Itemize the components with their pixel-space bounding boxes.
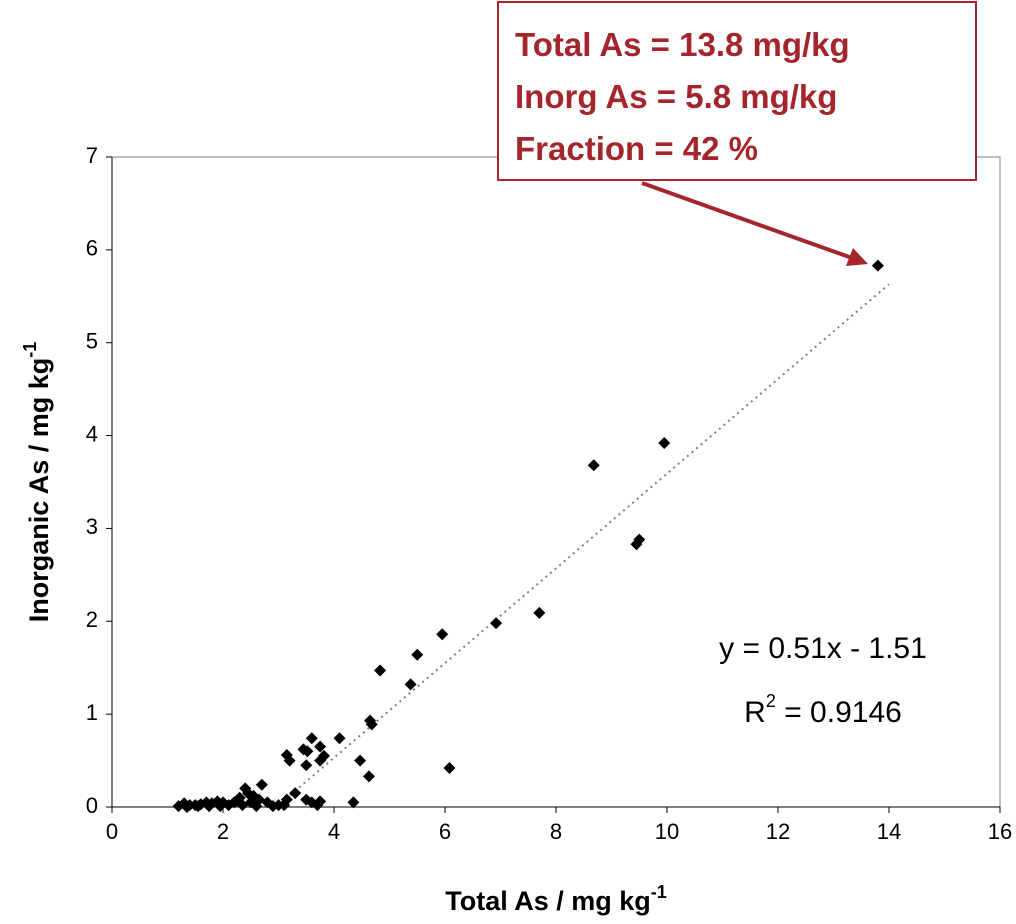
y-tick-label: 7 — [86, 143, 98, 168]
r2-symbol: R — [744, 696, 766, 729]
point — [333, 732, 346, 745]
point — [347, 796, 360, 809]
annotation-arrowhead — [846, 248, 868, 266]
x-axis-title-text: Total As / mg kg — [445, 886, 651, 916]
x-tick-label: 4 — [328, 819, 340, 844]
y-axis-title-text: Inorganic As / mg kg — [24, 358, 54, 623]
point — [443, 762, 456, 774]
point — [404, 678, 417, 691]
x-tick-label: 2 — [217, 819, 229, 844]
point — [311, 799, 324, 812]
point — [305, 732, 318, 745]
x-tick-label: 8 — [550, 819, 562, 844]
point — [871, 259, 884, 272]
point — [230, 794, 243, 807]
point — [203, 800, 216, 813]
trendline — [275, 283, 890, 808]
annotation-line: Inorg As = 5.8 mg/kg — [515, 78, 837, 115]
point — [658, 437, 671, 449]
x-tick-label: 6 — [439, 819, 451, 844]
point — [172, 800, 185, 813]
x-tick-label: 16 — [988, 819, 1012, 844]
point — [283, 754, 296, 767]
x-tick-label: 12 — [766, 819, 790, 844]
point — [630, 538, 643, 551]
y-tick-label: 1 — [86, 700, 98, 725]
x-axis-title-sup: -1 — [651, 882, 667, 902]
y-tick-label: 5 — [86, 329, 98, 354]
point — [241, 787, 254, 800]
point — [301, 745, 314, 758]
point — [436, 628, 449, 641]
y-tick-label: 3 — [86, 514, 98, 539]
point — [272, 799, 285, 812]
point — [300, 759, 313, 772]
annotation-line: Total As = 13.8 mg/kg — [515, 26, 850, 63]
r2-text: = 0.9146 — [776, 696, 902, 729]
point — [289, 787, 302, 800]
point — [180, 801, 193, 813]
point — [365, 718, 378, 731]
point — [490, 617, 503, 630]
y-axis-title-sup: -1 — [20, 342, 40, 358]
y-tick-label: 6 — [86, 236, 98, 261]
trend-equation: y = 0.51x - 1.51 — [719, 632, 927, 665]
x-axis-title: Total As / mg kg-1 — [445, 882, 667, 916]
point — [222, 799, 235, 812]
point — [250, 800, 263, 813]
y-tick-label: 0 — [86, 793, 98, 818]
y-tick-label: 4 — [86, 421, 98, 446]
annotation-line: Fraction = 42 % — [515, 130, 758, 167]
annotation-arrow — [641, 181, 853, 260]
y-tick-label: 2 — [86, 607, 98, 632]
point — [314, 754, 327, 767]
trend-r2: R2 = 0.9146 — [744, 691, 902, 729]
point — [411, 648, 424, 661]
point — [374, 664, 387, 677]
point — [354, 754, 367, 767]
point — [192, 800, 205, 813]
x-tick-label: 0 — [106, 819, 118, 844]
point — [314, 740, 327, 753]
x-tick-label: 14 — [877, 819, 901, 844]
point — [214, 800, 227, 813]
point — [533, 606, 546, 619]
point — [362, 770, 375, 783]
point — [255, 778, 268, 791]
annotation-box — [497, 1, 977, 181]
x-tick-label: 10 — [655, 819, 679, 844]
point — [587, 459, 600, 472]
y-axis-title: Inorganic As / mg kg-1 — [20, 342, 54, 623]
r2-sup: 2 — [766, 691, 776, 711]
point — [300, 793, 313, 806]
